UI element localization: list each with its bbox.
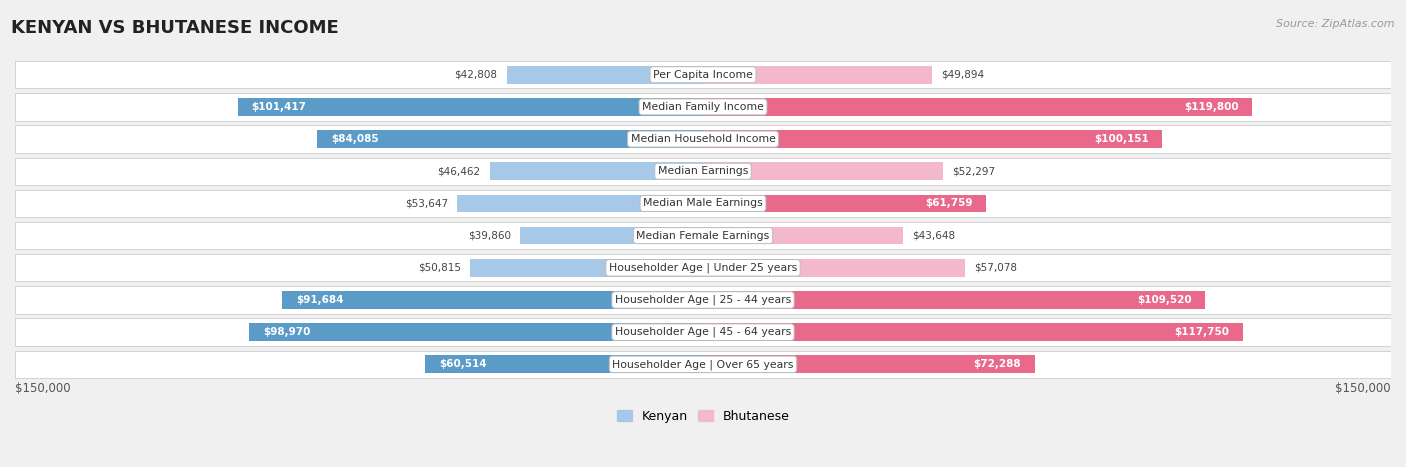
Text: Householder Age | Under 25 years: Householder Age | Under 25 years (609, 262, 797, 273)
FancyBboxPatch shape (15, 254, 1391, 282)
Bar (470, 259, 703, 276)
Bar (703, 227, 903, 244)
Text: Median Family Income: Median Family Income (643, 102, 763, 112)
FancyBboxPatch shape (15, 286, 1391, 314)
Text: $119,800: $119,800 (1184, 102, 1239, 112)
Text: Householder Age | 45 - 64 years: Householder Age | 45 - 64 years (614, 327, 792, 338)
FancyBboxPatch shape (15, 93, 1391, 120)
Bar (703, 66, 932, 84)
Bar (703, 259, 965, 276)
Text: Householder Age | 25 - 44 years: Householder Age | 25 - 44 years (614, 295, 792, 305)
Text: $49,894: $49,894 (941, 70, 984, 80)
Text: $42,808: $42,808 (454, 70, 498, 80)
Text: $61,759: $61,759 (925, 198, 973, 208)
Bar (283, 291, 703, 309)
Bar (238, 98, 703, 116)
Text: $52,297: $52,297 (952, 166, 995, 176)
Text: Per Capita Income: Per Capita Income (652, 70, 754, 80)
Bar (703, 291, 1205, 309)
Text: Source: ZipAtlas.com: Source: ZipAtlas.com (1277, 19, 1395, 28)
Text: Median Household Income: Median Household Income (630, 134, 776, 144)
Text: Median Male Earnings: Median Male Earnings (643, 198, 763, 208)
FancyBboxPatch shape (15, 222, 1391, 249)
Legend: Kenyan, Bhutanese: Kenyan, Bhutanese (612, 405, 794, 428)
Bar (703, 130, 1163, 148)
Text: $150,000: $150,000 (1336, 382, 1391, 395)
Bar (703, 195, 986, 212)
Bar (249, 323, 703, 341)
Text: $101,417: $101,417 (252, 102, 307, 112)
FancyBboxPatch shape (15, 190, 1391, 217)
Text: $84,085: $84,085 (330, 134, 378, 144)
Bar (457, 195, 703, 212)
Bar (703, 98, 1253, 116)
FancyBboxPatch shape (15, 318, 1391, 346)
Bar (703, 355, 1035, 373)
Bar (318, 130, 703, 148)
Text: $109,520: $109,520 (1137, 295, 1191, 305)
Text: $117,750: $117,750 (1174, 327, 1229, 337)
Text: $91,684: $91,684 (297, 295, 343, 305)
Text: $60,514: $60,514 (439, 359, 486, 369)
FancyBboxPatch shape (15, 157, 1391, 185)
Bar (506, 66, 703, 84)
Text: $150,000: $150,000 (15, 382, 70, 395)
Text: $50,815: $50,815 (418, 263, 461, 273)
FancyBboxPatch shape (15, 61, 1391, 88)
Text: $43,648: $43,648 (912, 231, 956, 241)
Text: $53,647: $53,647 (405, 198, 447, 208)
Text: $72,288: $72,288 (973, 359, 1021, 369)
Text: $100,151: $100,151 (1094, 134, 1149, 144)
Text: Median Earnings: Median Earnings (658, 166, 748, 176)
Bar (703, 323, 1243, 341)
Bar (520, 227, 703, 244)
Text: Median Female Earnings: Median Female Earnings (637, 231, 769, 241)
Text: $46,462: $46,462 (437, 166, 481, 176)
Bar (703, 163, 943, 180)
Bar (426, 355, 703, 373)
Text: KENYAN VS BHUTANESE INCOME: KENYAN VS BHUTANESE INCOME (11, 19, 339, 37)
FancyBboxPatch shape (15, 126, 1391, 153)
Text: $57,078: $57,078 (974, 263, 1017, 273)
FancyBboxPatch shape (15, 351, 1391, 378)
Bar (489, 163, 703, 180)
Text: $98,970: $98,970 (263, 327, 311, 337)
Text: $39,860: $39,860 (468, 231, 510, 241)
Text: Householder Age | Over 65 years: Householder Age | Over 65 years (612, 359, 794, 369)
